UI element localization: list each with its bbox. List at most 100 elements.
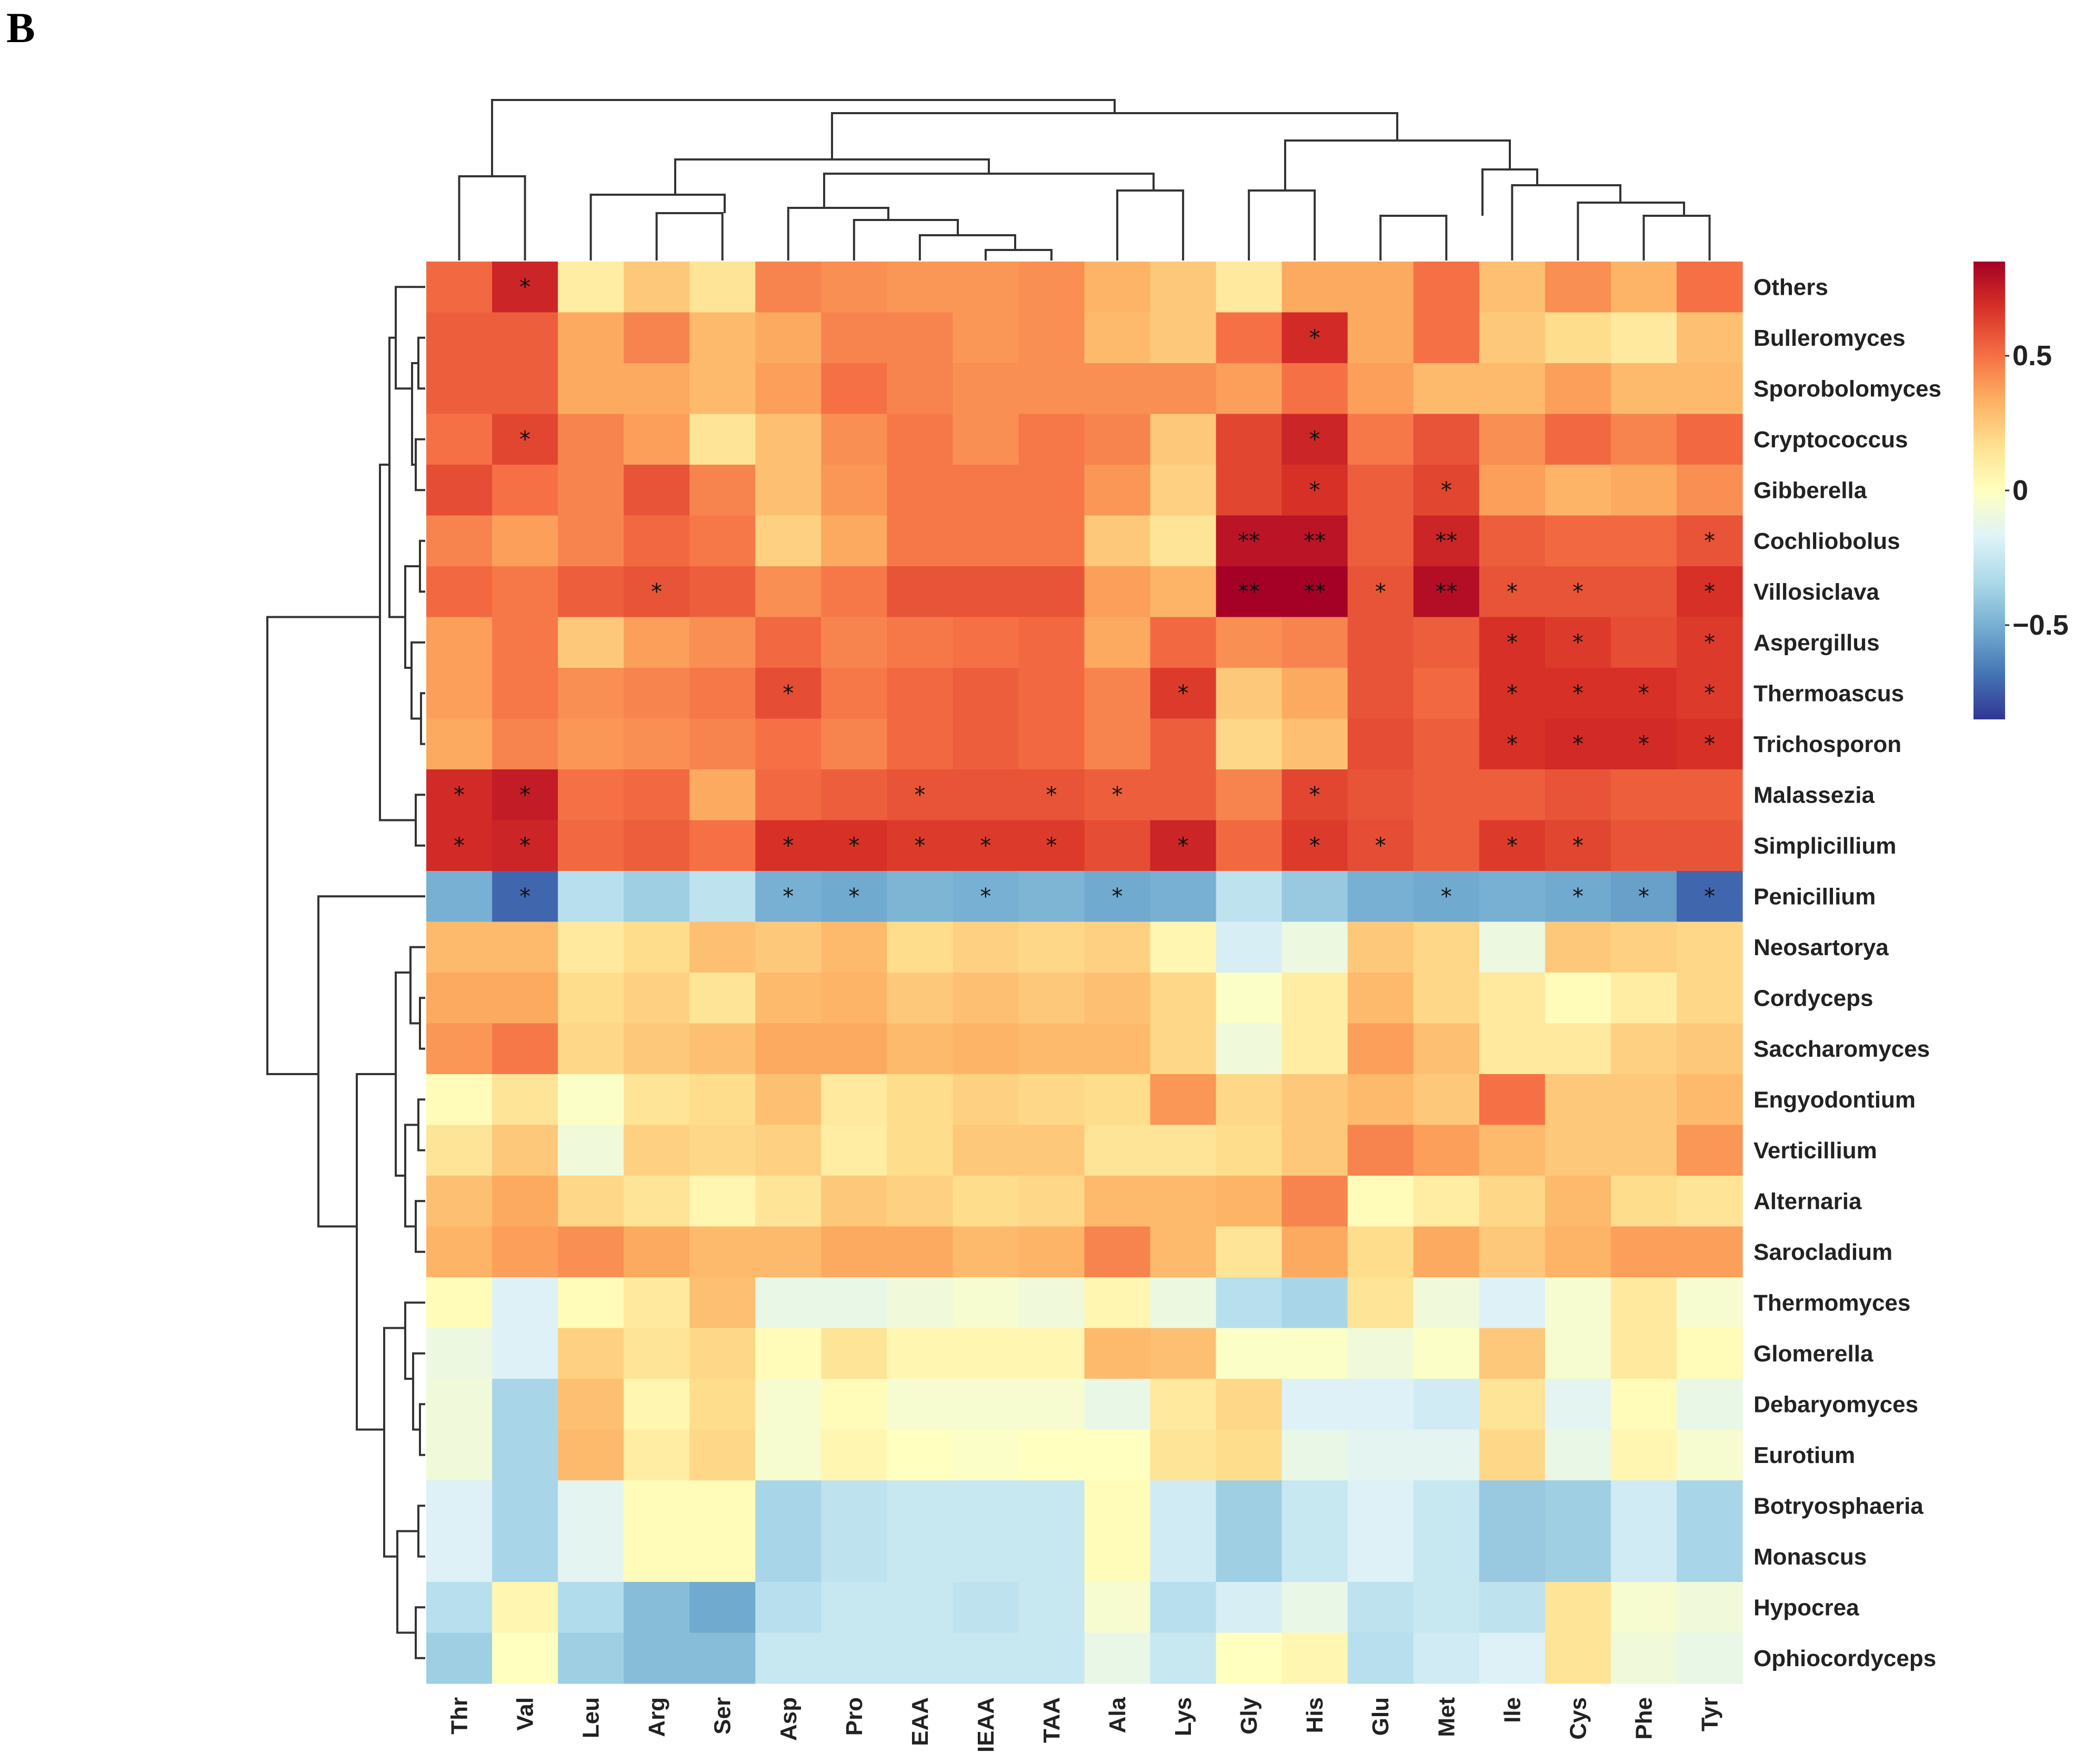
heatmap-cell [624,1176,690,1227]
heatmap-cell [426,1379,493,1430]
heatmap-cell [953,515,1019,567]
significance-mark: * [1572,629,1584,655]
column-dendrogram-link [1248,189,1316,260]
heatmap-cell [1150,668,1217,719]
column-dendrogram-link [1577,202,1685,260]
heatmap-cell [1610,1074,1677,1126]
row-dendrogram-link [420,692,425,745]
heatmap-cell [887,921,953,973]
heatmap-cell [1676,1429,1743,1481]
column-label: EAA [907,1697,933,1746]
heatmap-cell [426,1531,493,1582]
heatmap-cell [953,1226,1019,1278]
heatmap-cell [1018,515,1085,567]
heatmap-cell [1610,1480,1677,1532]
heatmap-cell [1216,871,1283,923]
heatmap-cell [492,921,558,973]
column-dendrogram-link [1481,168,1538,216]
row-dendrogram-link [415,1200,425,1253]
heatmap-cell [1281,465,1348,516]
heatmap-cell [1281,1429,1348,1481]
heatmap-cell [1216,1429,1283,1481]
heatmap-cell [1347,1379,1414,1430]
heatmap-cell [1413,363,1480,415]
heatmap-cell [689,566,756,618]
heatmap-cell [953,1328,1019,1379]
heatmap-cell [1216,1023,1283,1075]
heatmap-cell [887,1328,953,1379]
row-dendrogram-link [388,336,405,618]
heatmap-cell [624,465,690,516]
column-label: Asp [776,1697,801,1741]
column-labels: Thr Val Leu Arg Ser Asp Pro EAA IEAA TAA Ala Lys Gly… [447,1697,1723,1752]
row-label: Botryosphaeria [1754,1493,1923,1519]
heatmap-cell [1150,617,1217,668]
heatmap-cell [953,262,1019,313]
heatmap-cell [953,617,1019,668]
heatmap-cell [1413,465,1480,516]
heatmap-cell [426,1125,493,1176]
column-label: Arg [644,1697,670,1737]
heatmap-cell [821,515,887,567]
row-label: Malassezia [1754,782,1875,808]
heatmap-cell [1413,617,1480,668]
row-label: Simplicillium [1754,833,1896,859]
heatmap-cell [755,1582,821,1633]
heatmap-cell [1084,820,1151,871]
heatmap-cell [1018,414,1085,465]
column-dendrogram-link [823,173,1155,208]
heatmap-cell [1216,1176,1283,1227]
heatmap-cell [689,363,756,415]
heatmap-cell [689,1226,756,1278]
heatmap-cell [1479,1531,1546,1582]
heatmap-cell [492,465,558,516]
heatmap-cell [1216,1480,1283,1532]
heatmap-cell [426,1582,493,1633]
significance-mark: ** [1435,528,1457,554]
heatmap-cell [755,1125,821,1176]
heatmap-cell [821,465,887,516]
heatmap-cell [887,1582,953,1633]
row-label: Saccharomyces [1754,1036,1930,1062]
heatmap-cell [1479,1379,1546,1430]
heatmap-cell [1018,312,1085,364]
heatmap-cell [1347,1328,1414,1379]
heatmap-cell [1413,262,1480,313]
heatmap-cell [689,1176,756,1227]
heatmap-cell [821,617,887,668]
heatmap-cell [1676,363,1743,415]
heatmap-cell [1479,921,1546,973]
row-label: Others [1754,274,1828,300]
heatmap-cell [1413,1531,1480,1582]
column-dendrogram-link [1116,189,1185,260]
heatmap-cell [1413,871,1480,923]
heatmap-cell [426,1277,493,1329]
heatmap-cell [1413,718,1480,770]
row-label: Cochliobolus [1754,528,1900,554]
column-label: Pro [841,1697,867,1736]
significance-mark: * [1309,833,1320,858]
heatmap-cell [1216,973,1283,1024]
heatmap-cell [1347,312,1414,364]
heatmap-cell [1281,871,1348,923]
heatmap-cell [426,465,493,516]
heatmap-cell [821,566,887,618]
heatmap-cell [1545,1277,1611,1329]
heatmap-cell [1150,515,1217,567]
heatmap-cell [426,1226,493,1278]
heatmap-cell [1150,1429,1217,1481]
heatmap-cell [821,1429,887,1481]
heatmap-cell [1018,1480,1085,1532]
color-legend: 0.5 0 −0.5 [1973,262,2069,719]
heatmap-cell [1150,1632,1217,1684]
heatmap-cell [1676,1176,1743,1227]
heatmap-cell [426,668,493,719]
row-label: Penicillium [1754,884,1876,909]
heatmap-cell [1479,1429,1546,1481]
heatmap-cell [1347,465,1414,516]
heatmap-cell [1150,1480,1217,1532]
heatmap-cell [1150,1582,1217,1633]
heatmap-cell [624,921,690,973]
heatmap-cell [1281,617,1348,668]
row-label: Hypocrea [1754,1595,1859,1620]
